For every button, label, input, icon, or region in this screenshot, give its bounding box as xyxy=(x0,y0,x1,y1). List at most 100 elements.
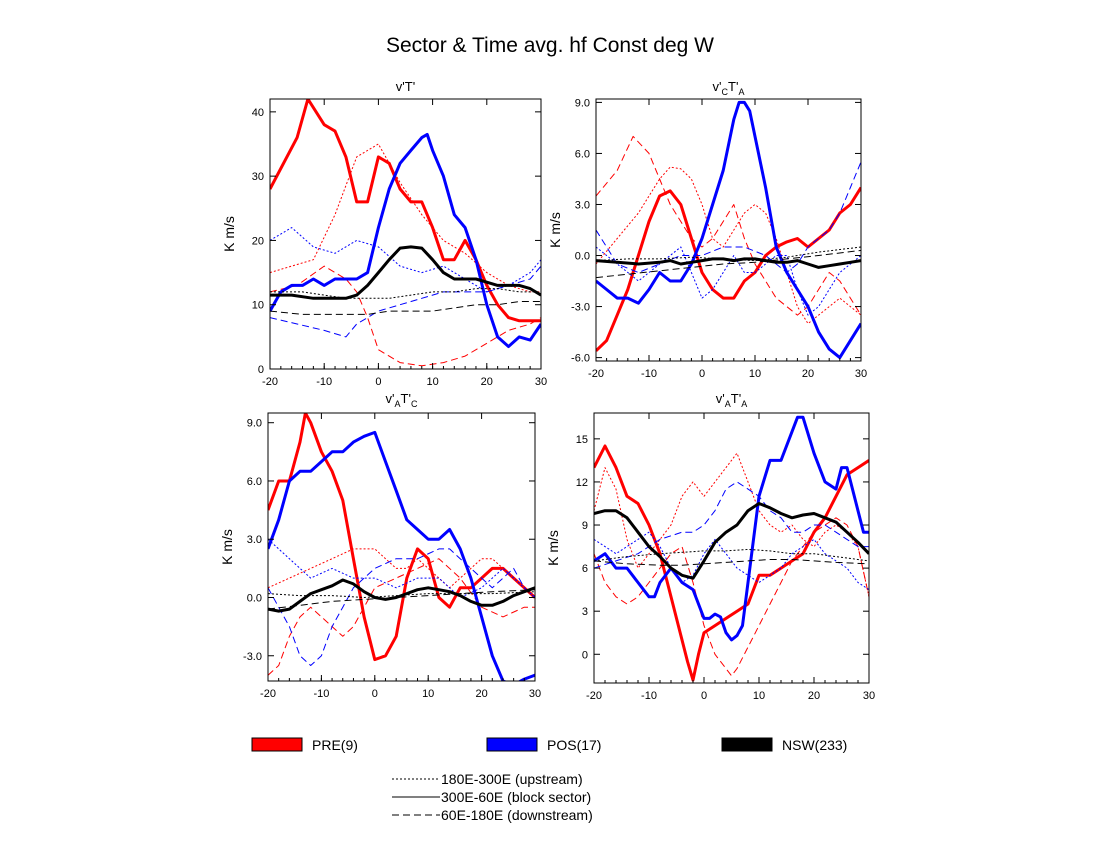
x-tick-label: 0 xyxy=(375,376,381,388)
series-pos-downstream-line xyxy=(270,265,541,338)
y-tick-label: 9.0 xyxy=(575,97,590,109)
series-pre-upstream-line xyxy=(270,143,541,293)
x-tick-label: -10 xyxy=(316,376,332,388)
series-pre-downstream-line xyxy=(268,558,535,676)
panel-title: v'CT'A xyxy=(713,79,745,97)
series-pre-downstream-line xyxy=(270,265,541,367)
series-nsw-upstream-line xyxy=(596,246,861,262)
panel-title: v'AT'C xyxy=(386,391,418,409)
series-pre-downstream-line xyxy=(594,517,869,677)
y-tick-label: 6.0 xyxy=(247,476,262,488)
style-legend: 180E-300E (upstream) 300E-60E (block sect… xyxy=(392,771,593,823)
x-tick-label: -20 xyxy=(586,690,602,702)
x-tick-label: 20 xyxy=(802,368,814,380)
panel-1: -20 -10 0 10 20 30 -6.0 -3.0 0.0 3.0 6.0 9.0 K m/s v'… xyxy=(547,79,867,380)
y-axis-label: K m/s xyxy=(219,529,235,565)
x-tick-label: 20 xyxy=(481,376,493,388)
x-tick-label: 10 xyxy=(426,376,438,388)
legend-swatch xyxy=(721,737,773,752)
y-tick-label: 30 xyxy=(252,171,264,183)
main-title: Sector & Time avg. hf Const deg W xyxy=(386,34,714,57)
y-tick-label: 6.0 xyxy=(575,148,590,160)
y-tick-label: 0.0 xyxy=(575,251,590,263)
panel-2: -20 -10 0 10 20 30 -3.0 0.0 3.0 6.0 9.0 K m/s v'AT'C xyxy=(219,391,541,700)
x-tick-label: 10 xyxy=(753,690,765,702)
legend-label: PRE(9) xyxy=(312,737,358,753)
series-pre-downstream-line xyxy=(596,135,861,316)
panel-3: -20 -10 0 10 20 30 0 3 6 9 12 15 K m/s v'AT'A xyxy=(545,391,875,702)
x-tick-label: 20 xyxy=(475,688,487,700)
x-tick-label: 0 xyxy=(372,688,378,700)
x-tick-label: 20 xyxy=(808,690,820,702)
series-pre-block-line xyxy=(268,413,535,662)
series-pos-block-line xyxy=(596,100,861,360)
series-nsw-upstream-line xyxy=(270,288,541,299)
y-tick-label: 10 xyxy=(252,300,264,312)
legend-label: NSW(233) xyxy=(782,737,847,753)
plot-frame xyxy=(593,412,870,684)
x-tick-label: -20 xyxy=(260,688,276,700)
series-pre-block-line xyxy=(596,186,861,352)
series-nsw-downstream-line xyxy=(596,249,861,279)
y-tick-label: 40 xyxy=(252,107,264,119)
legend-style-label: 180E-300E (upstream) xyxy=(441,771,583,787)
x-tick-label: -10 xyxy=(641,368,657,380)
legend-swatch xyxy=(251,737,303,752)
y-tick-label: 20 xyxy=(252,235,264,247)
x-tick-label: 0 xyxy=(699,368,705,380)
y-tick-label: 15 xyxy=(576,434,588,446)
y-tick-label: -3.0 xyxy=(571,302,590,314)
series-nsw-upstream-line xyxy=(594,548,869,562)
plot-frame xyxy=(267,412,536,682)
y-tick-label: 0 xyxy=(582,649,588,661)
color-legend: PRE(9) POS(17) NSW(233) xyxy=(251,737,847,753)
series-pos-upstream-line xyxy=(268,538,535,598)
legend-style-label: 60E-180E (downstream) xyxy=(441,807,593,823)
x-tick-label: 30 xyxy=(535,376,547,388)
legend-style-label: 300E-60E (block sector) xyxy=(441,789,591,805)
y-tick-label: -6.0 xyxy=(571,353,590,365)
series-pos-block-line xyxy=(594,415,869,642)
series-pos-block-line xyxy=(270,132,541,348)
panel-title: v'T' xyxy=(396,79,415,94)
series-pre-upstream-line xyxy=(594,452,869,597)
series-pos-downstream-line xyxy=(596,161,861,273)
y-tick-label: 3.0 xyxy=(575,199,590,211)
series-pos-block-line xyxy=(268,430,535,681)
y-axis-label: K m/s xyxy=(545,530,561,566)
series-nsw-downstream-line xyxy=(268,589,535,610)
plot-frame xyxy=(595,98,862,362)
series-pos-downstream-line xyxy=(268,548,535,666)
x-tick-label: -10 xyxy=(641,690,657,702)
series-nsw-upstream-line xyxy=(268,591,535,598)
x-tick-label: 10 xyxy=(422,688,434,700)
x-tick-label: -20 xyxy=(262,376,278,388)
x-tick-label: 10 xyxy=(749,368,761,380)
legend-label: POS(17) xyxy=(547,737,601,753)
series-nsw-block-line xyxy=(594,502,869,580)
series-pos-upstream-line xyxy=(594,531,869,591)
y-tick-label: 9.0 xyxy=(247,418,262,430)
x-tick-label: -10 xyxy=(313,688,329,700)
x-tick-label: 0 xyxy=(701,690,707,702)
y-tick-label: -3.0 xyxy=(243,651,262,663)
series-nsw-downstream-line xyxy=(594,559,869,566)
series-pre-block-line xyxy=(270,99,541,323)
x-tick-label: 30 xyxy=(855,368,867,380)
series-nsw-block-line xyxy=(596,257,861,269)
plot-frame xyxy=(269,98,542,370)
y-tick-label: 0 xyxy=(258,364,264,376)
y-tick-label: 6 xyxy=(582,563,588,575)
y-tick-label: 12 xyxy=(576,477,588,489)
panel-title: v'AT'A xyxy=(716,391,747,409)
series-pre-block-line xyxy=(594,444,869,682)
y-tick-label: 0.0 xyxy=(247,592,262,604)
series-pos-upstream-line xyxy=(596,246,861,316)
y-axis-label: K m/s xyxy=(221,216,237,252)
y-tick-label: 9 xyxy=(582,520,588,532)
panel-0: -20 -10 0 10 20 30 0 10 20 30 40 K m/s v'T' xyxy=(221,79,547,388)
x-tick-label: 30 xyxy=(529,688,541,700)
y-axis-label: K m/s xyxy=(547,212,563,248)
y-tick-label: 3 xyxy=(582,606,588,618)
